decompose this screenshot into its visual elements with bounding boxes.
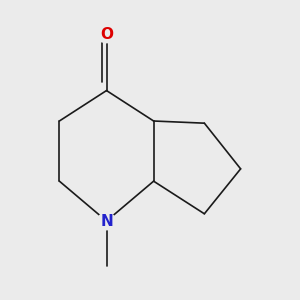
- Circle shape: [98, 212, 115, 230]
- Text: N: N: [100, 214, 113, 229]
- Circle shape: [98, 25, 115, 43]
- Text: O: O: [100, 26, 113, 41]
